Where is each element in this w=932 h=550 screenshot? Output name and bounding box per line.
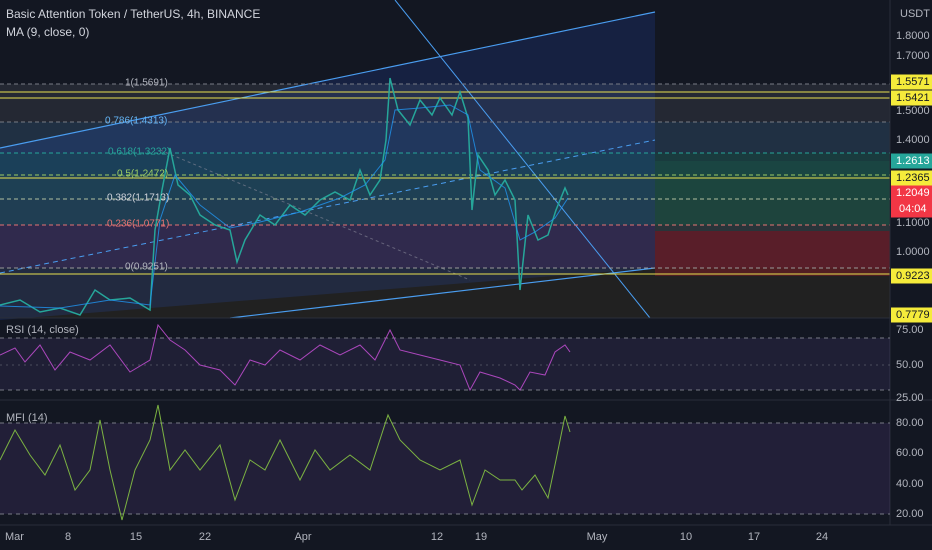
price-tick: 1.7000 [896, 50, 930, 62]
price-tick: 1.5000 [896, 105, 930, 117]
price-tick: 1.0000 [896, 246, 930, 258]
price-badge [891, 307, 932, 323]
fib-zones [0, 84, 890, 318]
countdown: 04:04 [899, 203, 927, 215]
price-badge [891, 170, 932, 186]
time-tick: 15 [130, 531, 142, 543]
price-badge [891, 153, 932, 169]
time-tick: Mar [5, 531, 24, 543]
fib-label: 0.618(1.3232) [108, 147, 170, 158]
price-badge-label: 1.5421 [896, 92, 930, 104]
channel-mid [0, 139, 656, 274]
channel-top [0, 11, 656, 149]
axis-unit: USDT [900, 8, 930, 20]
rsi-band [0, 338, 890, 390]
mfi-tick: 60.00 [896, 447, 924, 459]
rsi-line [0, 323, 571, 392]
rsi-tick: 25.00 [896, 392, 924, 404]
indicator-label: MA (9, close, 0) [6, 25, 89, 39]
price-tick: 1.1000 [896, 217, 930, 229]
mfi-band [0, 423, 890, 514]
mfi-tick: 80.00 [896, 417, 924, 429]
rsi-tick: 75.00 [896, 324, 924, 336]
mfi-tick: 20.00 [896, 508, 924, 520]
time-tick: 17 [748, 531, 760, 543]
price-tick: 1.4000 [896, 134, 930, 146]
mfi-line [0, 404, 571, 521]
level-lines [0, 83, 890, 275]
price-line [0, 77, 569, 316]
fib-label: 0.786(1.4313) [105, 116, 167, 127]
price-badge-label: 0.9223 [896, 270, 930, 282]
price-badge [891, 185, 932, 218]
channel-fill [0, 12, 655, 320]
mfi-tick: 40.00 [896, 478, 924, 490]
time-tick: 19 [475, 531, 487, 543]
fib-label: 1(1.5691) [125, 78, 168, 89]
price-badge [891, 90, 932, 106]
time-tick: 8 [65, 531, 71, 543]
dynamic-labels: 1.8000 1.7000 1.5000 1.4000 1.1000 1.0000 1.55… [5, 30, 932, 543]
fib-label: 0.5(1.2472) [117, 169, 168, 180]
ma-line [0, 104, 569, 309]
fib-label: 0(0.9251) [125, 262, 168, 273]
time-tick: 12 [431, 531, 443, 543]
price-badge [891, 74, 932, 90]
trend-line [394, 0, 651, 319]
time-tick: 22 [199, 531, 211, 543]
fib-label: 0.236(1.0771) [107, 219, 169, 230]
channel-bottom [229, 267, 656, 319]
rsi-tick: 50.00 [896, 359, 924, 371]
fib-label: 0.382(1.1713) [107, 193, 169, 204]
time-tick: 10 [680, 531, 692, 543]
rsi-label: RSI (14, close) [6, 324, 79, 336]
price-badge [891, 268, 932, 284]
price-badge-label: 1.2365 [896, 172, 930, 184]
price-badge-label: 1.5571 [896, 76, 930, 88]
price-badge-label: 0.7779 [896, 309, 930, 321]
mfi-label: MFI (14) [6, 412, 48, 424]
time-tick: Apr [294, 531, 311, 543]
price-tick: 1.8000 [896, 30, 930, 42]
price-badge-label: 1.2049 [896, 187, 930, 199]
chart-title: Basic Attention Token / TetherUS, 4h, BI… [6, 7, 260, 21]
diag-line [159, 149, 471, 281]
price-badge-label: 1.2613 [896, 155, 930, 167]
time-tick: 24 [816, 531, 828, 543]
time-tick: May [587, 531, 608, 543]
